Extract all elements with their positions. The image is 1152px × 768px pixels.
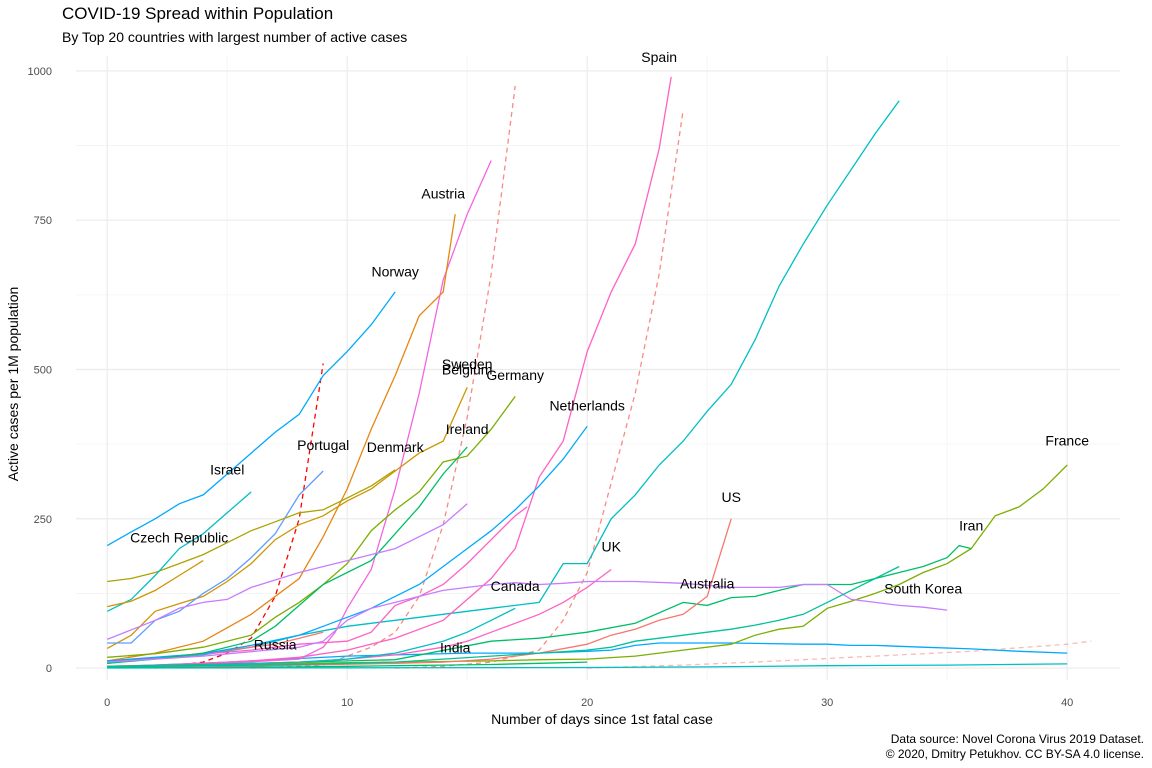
y-tick-label: 750 [34, 215, 52, 227]
series-line-netherlands [107, 425, 588, 662]
data-source-caption: Data source: Novel Corona Virus 2019 Dat… [886, 732, 1144, 762]
trend-line-dashed [155, 363, 324, 669]
series-line-germany [107, 396, 516, 658]
caption-line-1: Data source: Novel Corona Virus 2019 Dat… [890, 732, 1144, 746]
y-tick-label: 250 [34, 514, 52, 526]
series-line-canada [107, 607, 516, 668]
x-tick-label: 30 [821, 697, 833, 709]
series-label-us: US [721, 489, 740, 505]
trend-line-dashed [587, 640, 1092, 669]
y-tick-label: 0 [46, 663, 52, 675]
series-line-sweden [106, 503, 468, 641]
chart-subtitle: By Top 20 countries with largest number … [62, 29, 408, 45]
series-lines [106, 76, 1092, 669]
x-axis-title: Number of days since 1st fatal case [491, 711, 713, 727]
series-line-us [107, 518, 732, 669]
series-label-south-korea: South Korea [884, 580, 962, 596]
series-line-india [107, 663, 1068, 669]
series-label-norway: Norway [371, 263, 418, 279]
x-tick-label: 0 [104, 697, 110, 709]
series-line-czech-republic [107, 560, 204, 608]
series-label-austria: Austria [421, 186, 465, 202]
series-label-czech-republic: Czech Republic [130, 530, 228, 546]
series-label-sweden: Sweden [442, 356, 493, 372]
y-tick-label: 1000 [28, 66, 52, 78]
series-label-uk: UK [601, 539, 621, 555]
series-label-belgium: Belgium [442, 361, 493, 377]
series-line-norway [106, 291, 396, 547]
series-label-israel: Israel [210, 462, 244, 478]
y-tick-label: 500 [34, 364, 52, 376]
x-tick-label: 40 [1061, 697, 1073, 709]
series-line-austria [107, 214, 456, 662]
y-axis-title: Active cases per 1M population [5, 287, 21, 482]
chart-title: COVID-19 Spread within Population [62, 4, 334, 23]
series-label-australia: Australia [680, 576, 735, 592]
series-line-belgium [106, 387, 468, 649]
axis-ticks: 0 10 20 30 40 0 250 500 750 1000 [28, 66, 1074, 709]
series-line-spain [107, 76, 672, 667]
series-line-portugal [107, 470, 324, 644]
series-label-germany: Germany [486, 367, 544, 383]
x-tick-label: 10 [341, 697, 353, 709]
series-line-denmark [107, 469, 396, 583]
series-label-russia: Russia [254, 637, 297, 653]
series-label-canada: Canada [491, 578, 540, 594]
series-label-france: France [1045, 432, 1089, 448]
x-tick-label: 20 [581, 697, 593, 709]
series-line-south-korea [107, 580, 948, 663]
series-label-denmark: Denmark [367, 439, 425, 455]
series-label-portugal: Portugal [297, 437, 349, 453]
series-label-ireland: Ireland [446, 421, 489, 437]
series-line-australia [107, 565, 900, 668]
series-line-israel [106, 491, 252, 612]
series-line [107, 506, 528, 663]
series-label-spain: Spain [641, 49, 677, 65]
series-line-iran [107, 544, 972, 667]
series-label-netherlands: Netherlands [549, 398, 625, 414]
caption-line-2: © 2020, Dmitry Petukhov. CC BY-SA 4.0 li… [885, 747, 1144, 761]
series-label-india: India [440, 640, 471, 656]
series-line [107, 642, 1068, 668]
series-line-ireland [107, 446, 468, 664]
grid [76, 56, 1120, 680]
series-line-france [107, 464, 1068, 667]
series-label-iran: Iran [959, 518, 983, 534]
